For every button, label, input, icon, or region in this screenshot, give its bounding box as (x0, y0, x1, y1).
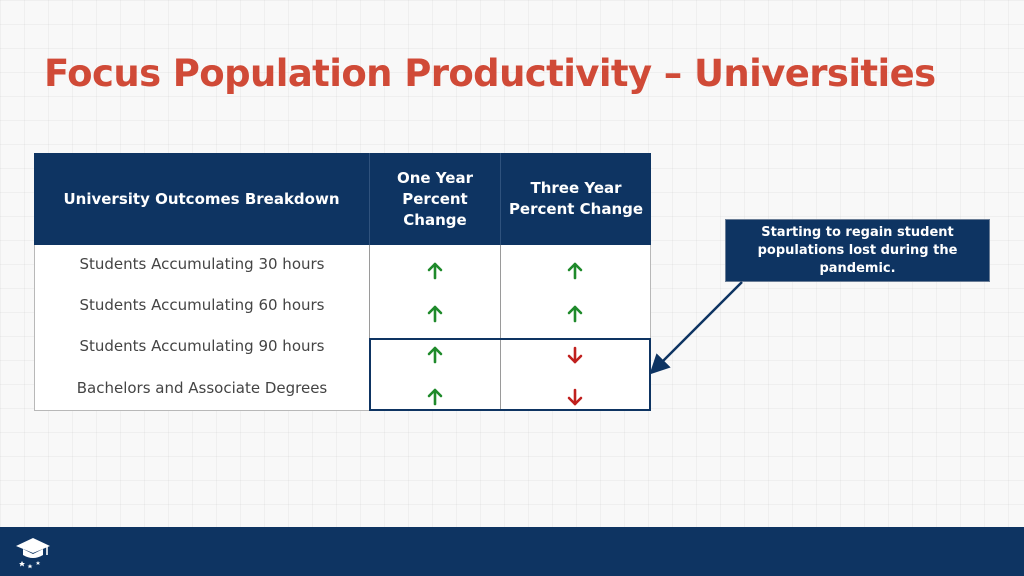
arrow-up-icon (567, 262, 583, 280)
footer-bar (0, 527, 1024, 576)
header-one-year-change-text: One Year Percent Change (396, 168, 473, 229)
table-row-label: Bachelors and Associate Degrees (76, 379, 328, 397)
table-row-label: Students Accumulating 90 hours (79, 337, 325, 355)
column-divider (500, 245, 501, 411)
table-row-label: Students Accumulating 60 hours (79, 296, 325, 314)
page-title: Focus Population Productivity – Universi… (44, 52, 936, 95)
arrow-up-icon (427, 346, 443, 364)
table-row-label: Students Accumulating 30 hours (79, 255, 325, 273)
header-outcomes-breakdown: University Outcomes Breakdown (63, 189, 340, 208)
graduation-cap-logo-icon (16, 538, 50, 569)
column-divider (369, 245, 370, 411)
outcomes-table: University Outcomes Breakdown One Year P… (34, 153, 651, 411)
arrow-up-icon (567, 305, 583, 323)
arrow-up-icon (427, 305, 443, 323)
header-three-year-change-text: Three Year Percent Change (508, 179, 644, 218)
table-body: Students Accumulating 30 hours Students A… (34, 245, 651, 411)
header-one-year-change: One Year Percent Change (369, 153, 500, 245)
callout-box: Starting to regain student populations l… (725, 219, 990, 282)
callout-text: Starting to regain student populations l… (757, 224, 958, 276)
declining-rows-highlight (369, 338, 651, 411)
arrow-up-icon (427, 262, 443, 280)
arrow-up-icon (427, 388, 443, 406)
arrow-down-icon (567, 388, 583, 406)
arrow-down-icon (567, 346, 583, 364)
header-three-year-change: Three Year Percent Change (500, 153, 651, 245)
table-header: University Outcomes Breakdown One Year P… (34, 153, 651, 245)
